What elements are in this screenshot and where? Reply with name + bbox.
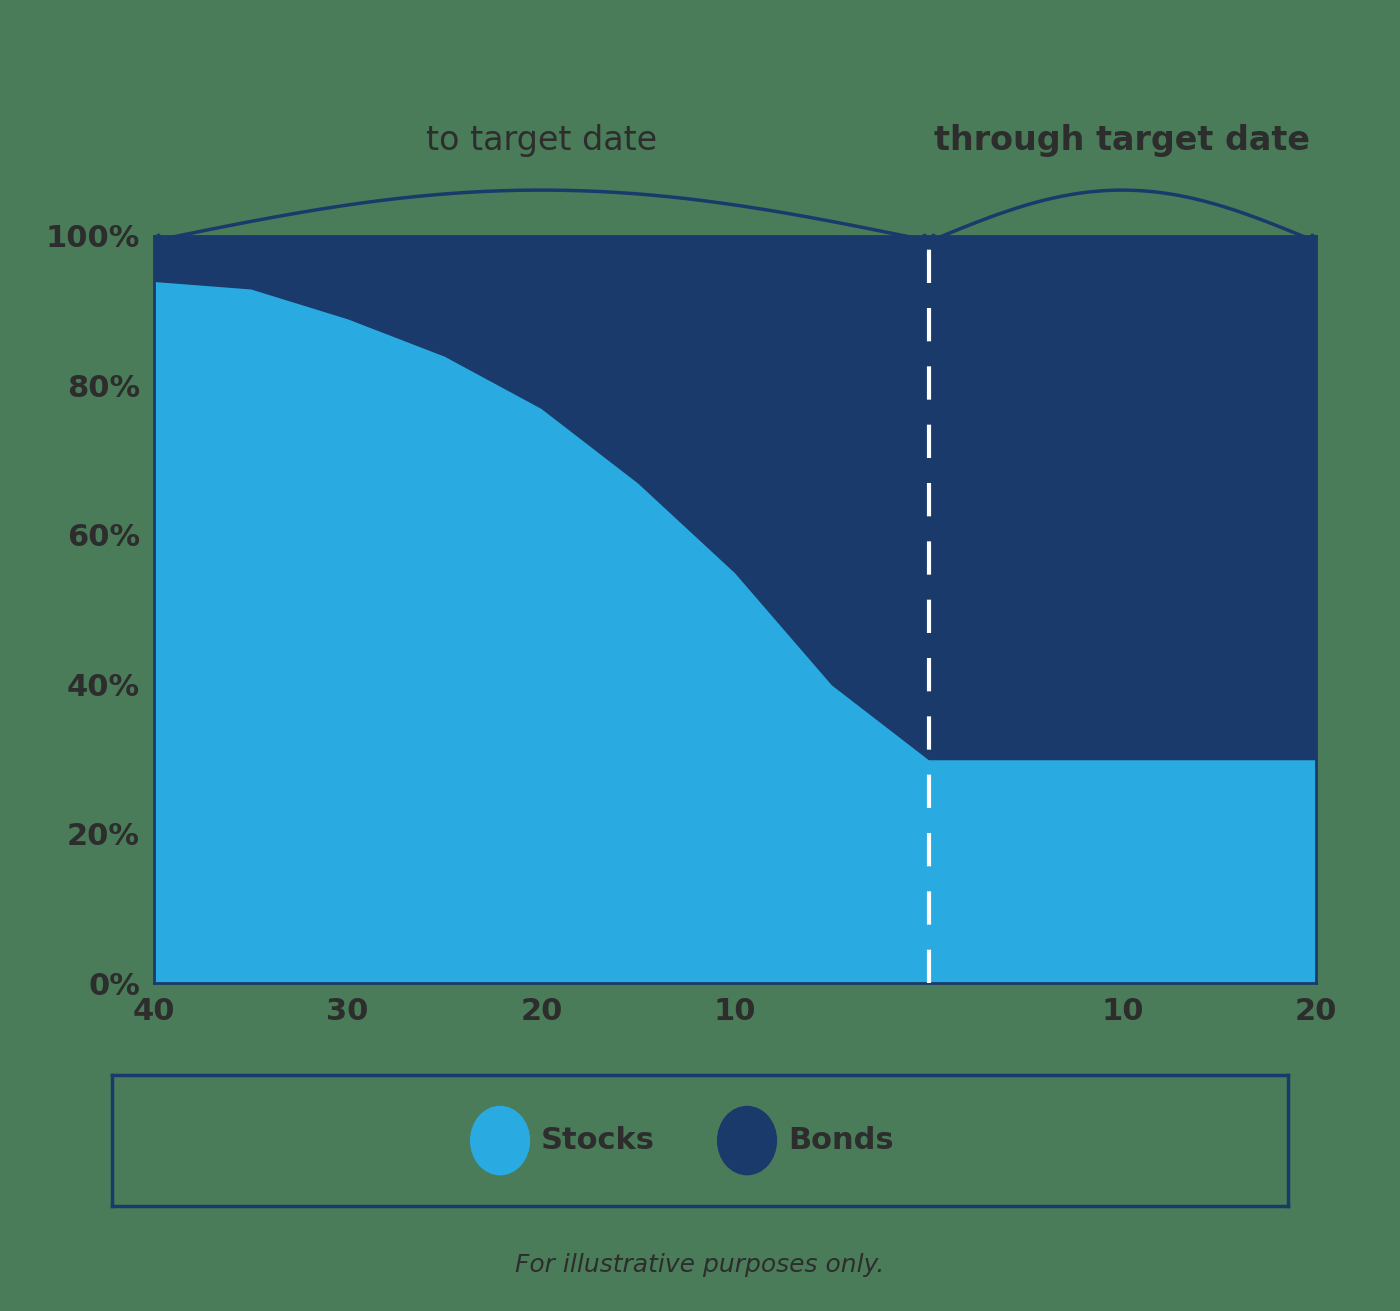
Ellipse shape: [718, 1106, 777, 1175]
Text: to target date: to target date: [426, 123, 657, 157]
Text: For illustrative purposes only.: For illustrative purposes only.: [515, 1253, 885, 1277]
Text: RETIREMENT
YEAR: RETIREMENT YEAR: [830, 1080, 1028, 1141]
Ellipse shape: [470, 1106, 529, 1175]
Text: Bonds: Bonds: [788, 1126, 893, 1155]
Text: Stocks: Stocks: [542, 1126, 655, 1155]
Text: through target date: through target date: [934, 123, 1310, 157]
